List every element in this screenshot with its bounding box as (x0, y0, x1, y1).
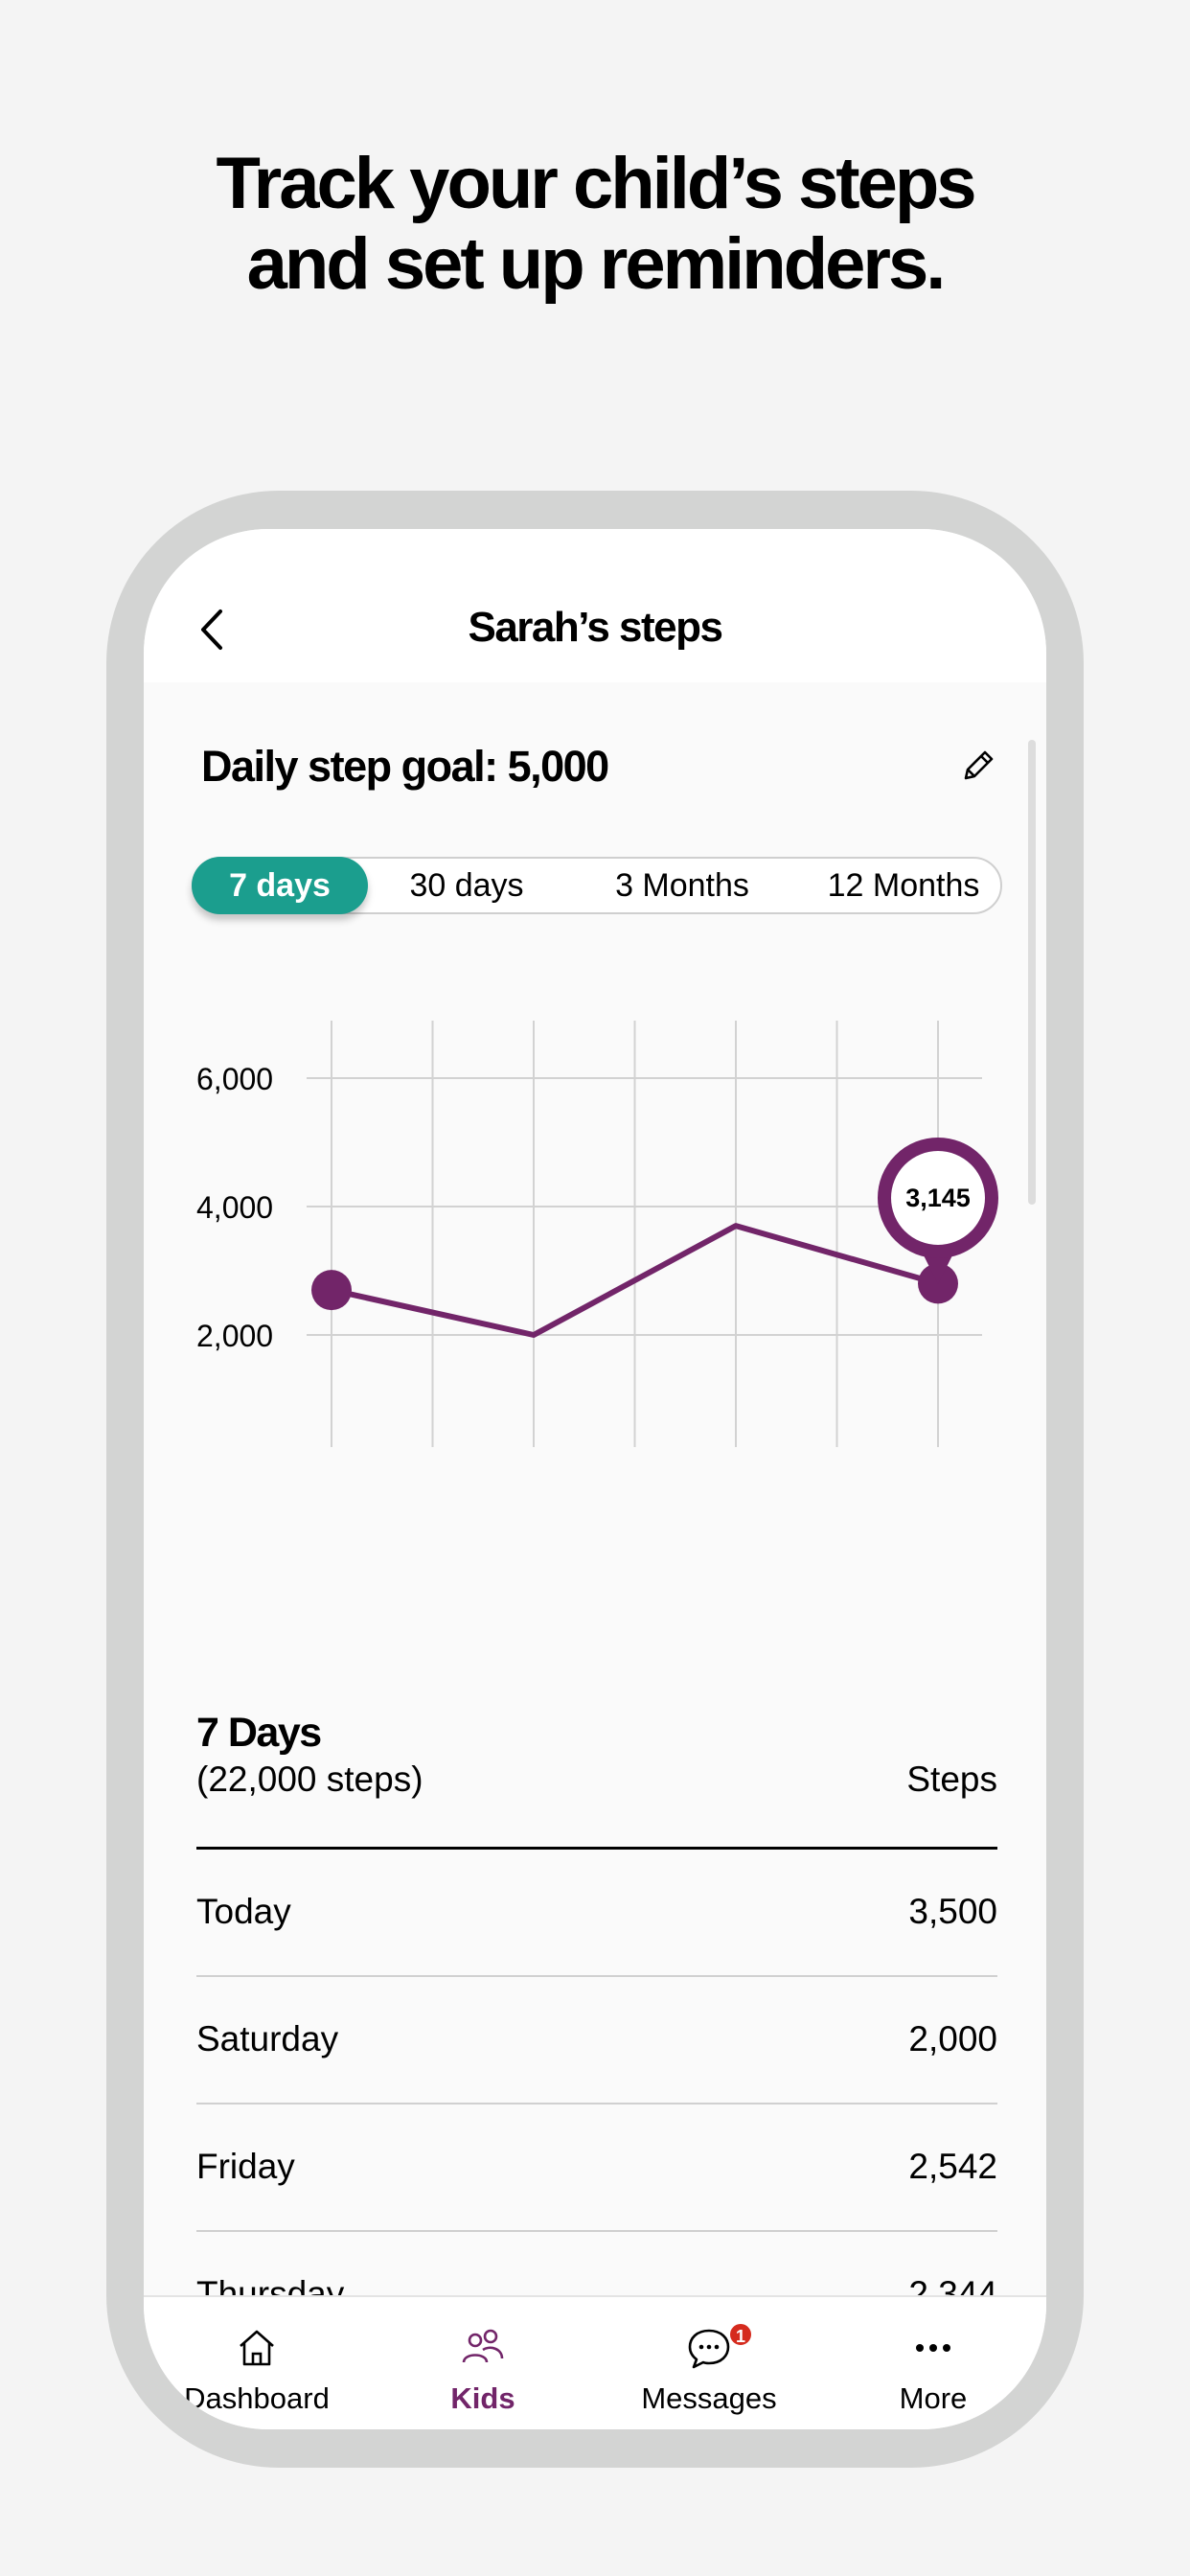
y-tick-label: 6,000 (196, 1062, 273, 1096)
bottom-tab-bar: Dashboard Kids 1 Messages (144, 2295, 1046, 2429)
more-dots-icon (916, 2344, 950, 2352)
tab-label-messages: Messages (641, 2381, 777, 2415)
table-row: Friday 2,542 (196, 2104, 997, 2232)
scrollbar[interactable] (1028, 740, 1036, 1205)
home-icon (240, 2330, 274, 2366)
data-point (311, 1270, 352, 1311)
chevron-left-icon (201, 610, 222, 650)
row-day: Saturday (196, 2019, 339, 2058)
tab-kids[interactable]: Kids (370, 2297, 596, 2429)
headline-line-2: and set up reminders. (246, 223, 947, 305)
unread-badge: 1 (728, 2322, 753, 2347)
nav-header: Sarah’s steps (144, 529, 1046, 682)
row-day: Friday (196, 2147, 295, 2186)
chat-bubble-icon (688, 2329, 730, 2369)
row-day: Today (196, 1892, 291, 1931)
row-steps: 2,000 (908, 2019, 997, 2058)
tab-3-months[interactable]: 3 Months (615, 867, 749, 904)
phone-screen: Sarah’s steps Daily step goal: 5,000 7 d… (144, 529, 1046, 2429)
steps-column-header: Steps (906, 1760, 997, 1799)
tab-more[interactable]: More (820, 2297, 1046, 2429)
page-title: Sarah’s steps (468, 604, 723, 651)
steps-series-line (331, 1223, 939, 1338)
headline-line-1: Track your child’s steps (216, 143, 976, 224)
back-button[interactable] (190, 606, 238, 654)
tab-dashboard[interactable]: Dashboard (144, 2297, 370, 2429)
callout-value: 3,145 (905, 1184, 971, 1212)
row-steps: 2,542 (908, 2147, 997, 2186)
tab-label-more: More (899, 2381, 968, 2415)
table-row: Saturday 2,000 (196, 1977, 997, 2104)
tab-label-dashboard: Dashboard (184, 2381, 330, 2415)
row-steps: 3,500 (908, 1892, 997, 1931)
pencil-icon (964, 750, 994, 780)
tab-7-days[interactable]: 7 days (192, 857, 368, 914)
steps-line-chart: 6,0004,0002,0000MonTueWedThuFriSatSun3,1… (196, 1021, 998, 1447)
table-row: Today 3,500 (196, 1850, 997, 1977)
summary-title: 7 Days (196, 1710, 322, 1756)
people-icon (462, 2329, 504, 2363)
daily-step-goal: Daily step goal: 5,000 (201, 742, 609, 791)
edit-goal-button[interactable] (953, 742, 1001, 790)
tab-30-days[interactable]: 30 days (409, 867, 524, 904)
range-tabs: 7 days 30 days 3 Months 12 Months (192, 857, 1002, 914)
tab-12-months[interactable]: 12 Months (827, 867, 980, 904)
tab-messages[interactable]: 1 Messages (596, 2297, 822, 2429)
tab-label-kids: Kids (450, 2381, 515, 2415)
callout-bubble (878, 1138, 998, 1258)
marketing-headline: Track your child’s steps and set up remi… (0, 144, 1190, 305)
table-header-divider (196, 1847, 997, 1850)
summary-total-steps: (22,000 steps) (196, 1760, 423, 1799)
y-tick-label: 2,000 (196, 1319, 273, 1353)
y-tick-label: 4,000 (196, 1190, 273, 1225)
